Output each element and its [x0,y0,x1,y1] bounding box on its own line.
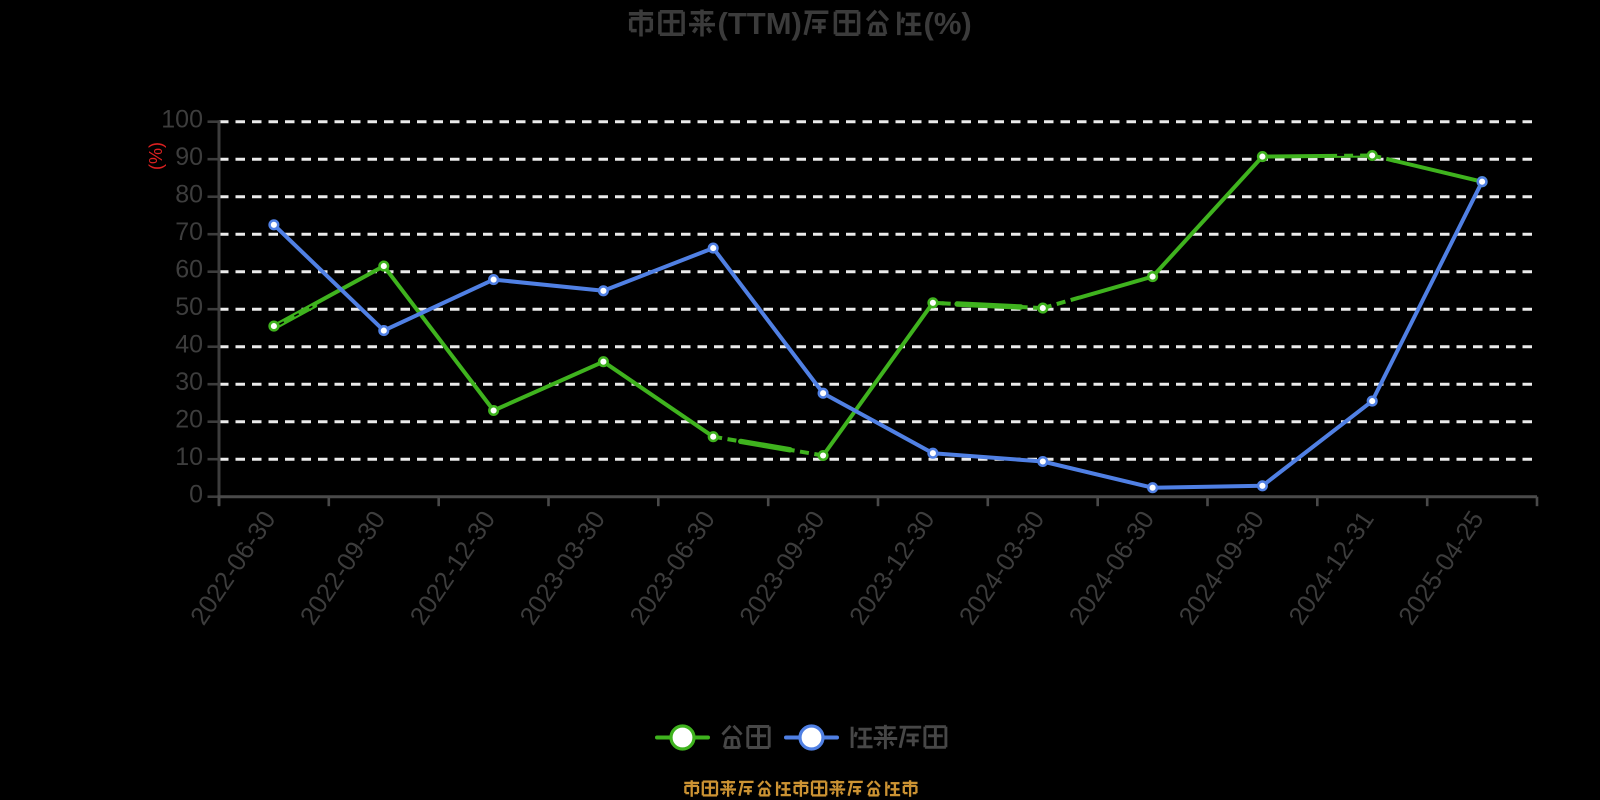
svg-text:70: 70 [175,218,203,246]
svg-text:10: 10 [175,443,203,471]
svg-text:50: 50 [175,293,203,321]
svg-text:20: 20 [175,406,203,434]
svg-text:80: 80 [175,181,203,209]
svg-text:30: 30 [175,368,203,396]
svg-text:100: 100 [161,106,203,134]
svg-text:40: 40 [175,331,203,359]
svg-text:(TTM): (TTM) [718,6,802,41]
svg-text:(%): (%) [146,142,166,170]
svg-text:90: 90 [175,143,203,171]
svg-text:60: 60 [175,256,203,284]
svg-text:(%): (%) [924,6,972,41]
svg-text:0: 0 [189,481,203,509]
